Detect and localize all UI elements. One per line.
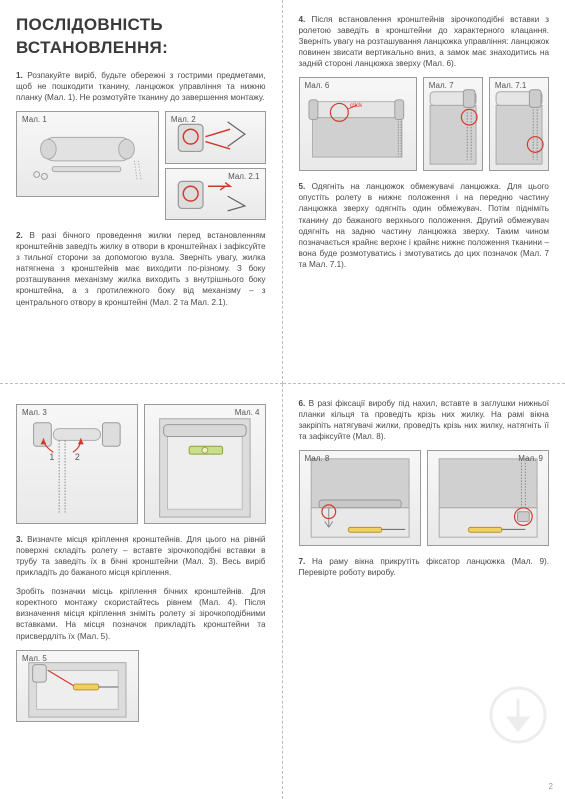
quadrant-top-right: 4. Після встановлення кронштейнів зірочк… [283,0,565,384]
figure-5-label: Мал. 5 [22,654,47,665]
figure-1: Мал. 1 [16,111,159,197]
svg-text:1: 1 [49,452,54,462]
step-text-4: Після встановлення кронштейнів зірочкопо… [299,15,550,68]
figure-6-label: Мал. 6 [305,81,330,92]
step-text-5: Одягніть на ланцюжок обмежувачі ланцюжка… [299,182,550,268]
step-number-2: 2. [16,231,23,240]
figure-group-6-7: Мал. 6 click Мал. 7 [299,77,550,171]
figure-9-label: Мал. 9 [518,454,543,465]
figure-2-label: Мал. 2 [171,115,196,126]
figure-7-1-label: Мал. 7.1 [495,81,526,92]
paragraph-3a: 3. Визначте місця кріплення кронштейнів.… [16,534,266,578]
paragraph-3b: Зробіть позначки місць кріплення бічних … [16,586,266,641]
figure-group-8-9: Мал. 8 Мал. 9 [299,450,550,546]
figure-9: Мал. 9 [427,450,549,546]
figure-3-label: Мал. 3 [22,408,47,419]
page-number: 2 [549,782,553,793]
step-text-2: В разі бічного проведення жилки перед вс… [16,231,266,306]
figure-7-1: Мал. 7.1 [489,77,549,171]
quadrant-top-left: ПОСЛІДОВНІСТЬ ВСТАНОВЛЕННЯ: 1. Розпакуйт… [0,0,283,384]
watermark-icon [489,686,547,744]
figure-2-1-label: Мал. 2.1 [228,172,259,183]
step-text-6: В разі фіксації виробу під нахил, вставт… [299,399,550,441]
figure-4-label: Мал. 4 [235,408,260,419]
figure-2-1: Мал. 2.1 [165,168,266,221]
figure-5: Мал. 5 [16,650,139,722]
figure-7-label: Мал. 7 [429,81,454,92]
figure-7: Мал. 7 [423,77,483,171]
figure-3: Мал. 3 1 2 [16,404,138,524]
figure-6: Мал. 6 click [299,77,417,171]
figure-8-label: Мал. 8 [305,454,330,465]
figure-group-3-4: Мал. 3 1 2 Мал. 4 [16,404,266,524]
page-title: ПОСЛІДОВНІСТЬ ВСТАНОВЛЕННЯ: [16,14,266,60]
step-text-1: Розпакуйте виріб, будьте обережні з гост… [16,71,266,102]
figure-group-1-2: Мал. 1 Мал. 2 [16,111,266,220]
figure-1-label: Мал. 1 [22,115,47,126]
paragraph-6: 6. В разі фіксації виробу під нахил, вст… [299,398,550,442]
figure-4: Мал. 4 [144,404,266,524]
quadrant-bottom-right: 6. В разі фіксації виробу під нахил, вст… [283,384,565,799]
figure-8: Мал. 8 [299,450,421,546]
paragraph-7: 7. На раму вікна прикрутіть фіксатор лан… [299,556,550,578]
paragraph-5: 5. Одягніть на ланцюжок обмежувачі ланцю… [299,181,550,270]
paragraph-2: 2. В разі бічного проведення жилки перед… [16,230,266,307]
figure-2: Мал. 2 [165,111,266,164]
figure-group-5: Мал. 5 [16,650,266,722]
paragraph-1: 1. Розпакуйте виріб, будьте обережні з г… [16,70,266,103]
quadrant-bottom-left: Мал. 3 1 2 Мал. 4 [0,384,283,799]
svg-text:2: 2 [75,452,80,462]
paragraph-4: 4. Після встановлення кронштейнів зірочк… [299,14,550,69]
step-number-3: 3. [16,535,23,544]
step-text-3a: Визначте місця кріплення кронштейнів. Дл… [16,535,266,577]
step-text-7: На раму вікна прикрутіть фіксатор ланцюж… [299,557,550,577]
step-number-1: 1. [16,71,23,80]
